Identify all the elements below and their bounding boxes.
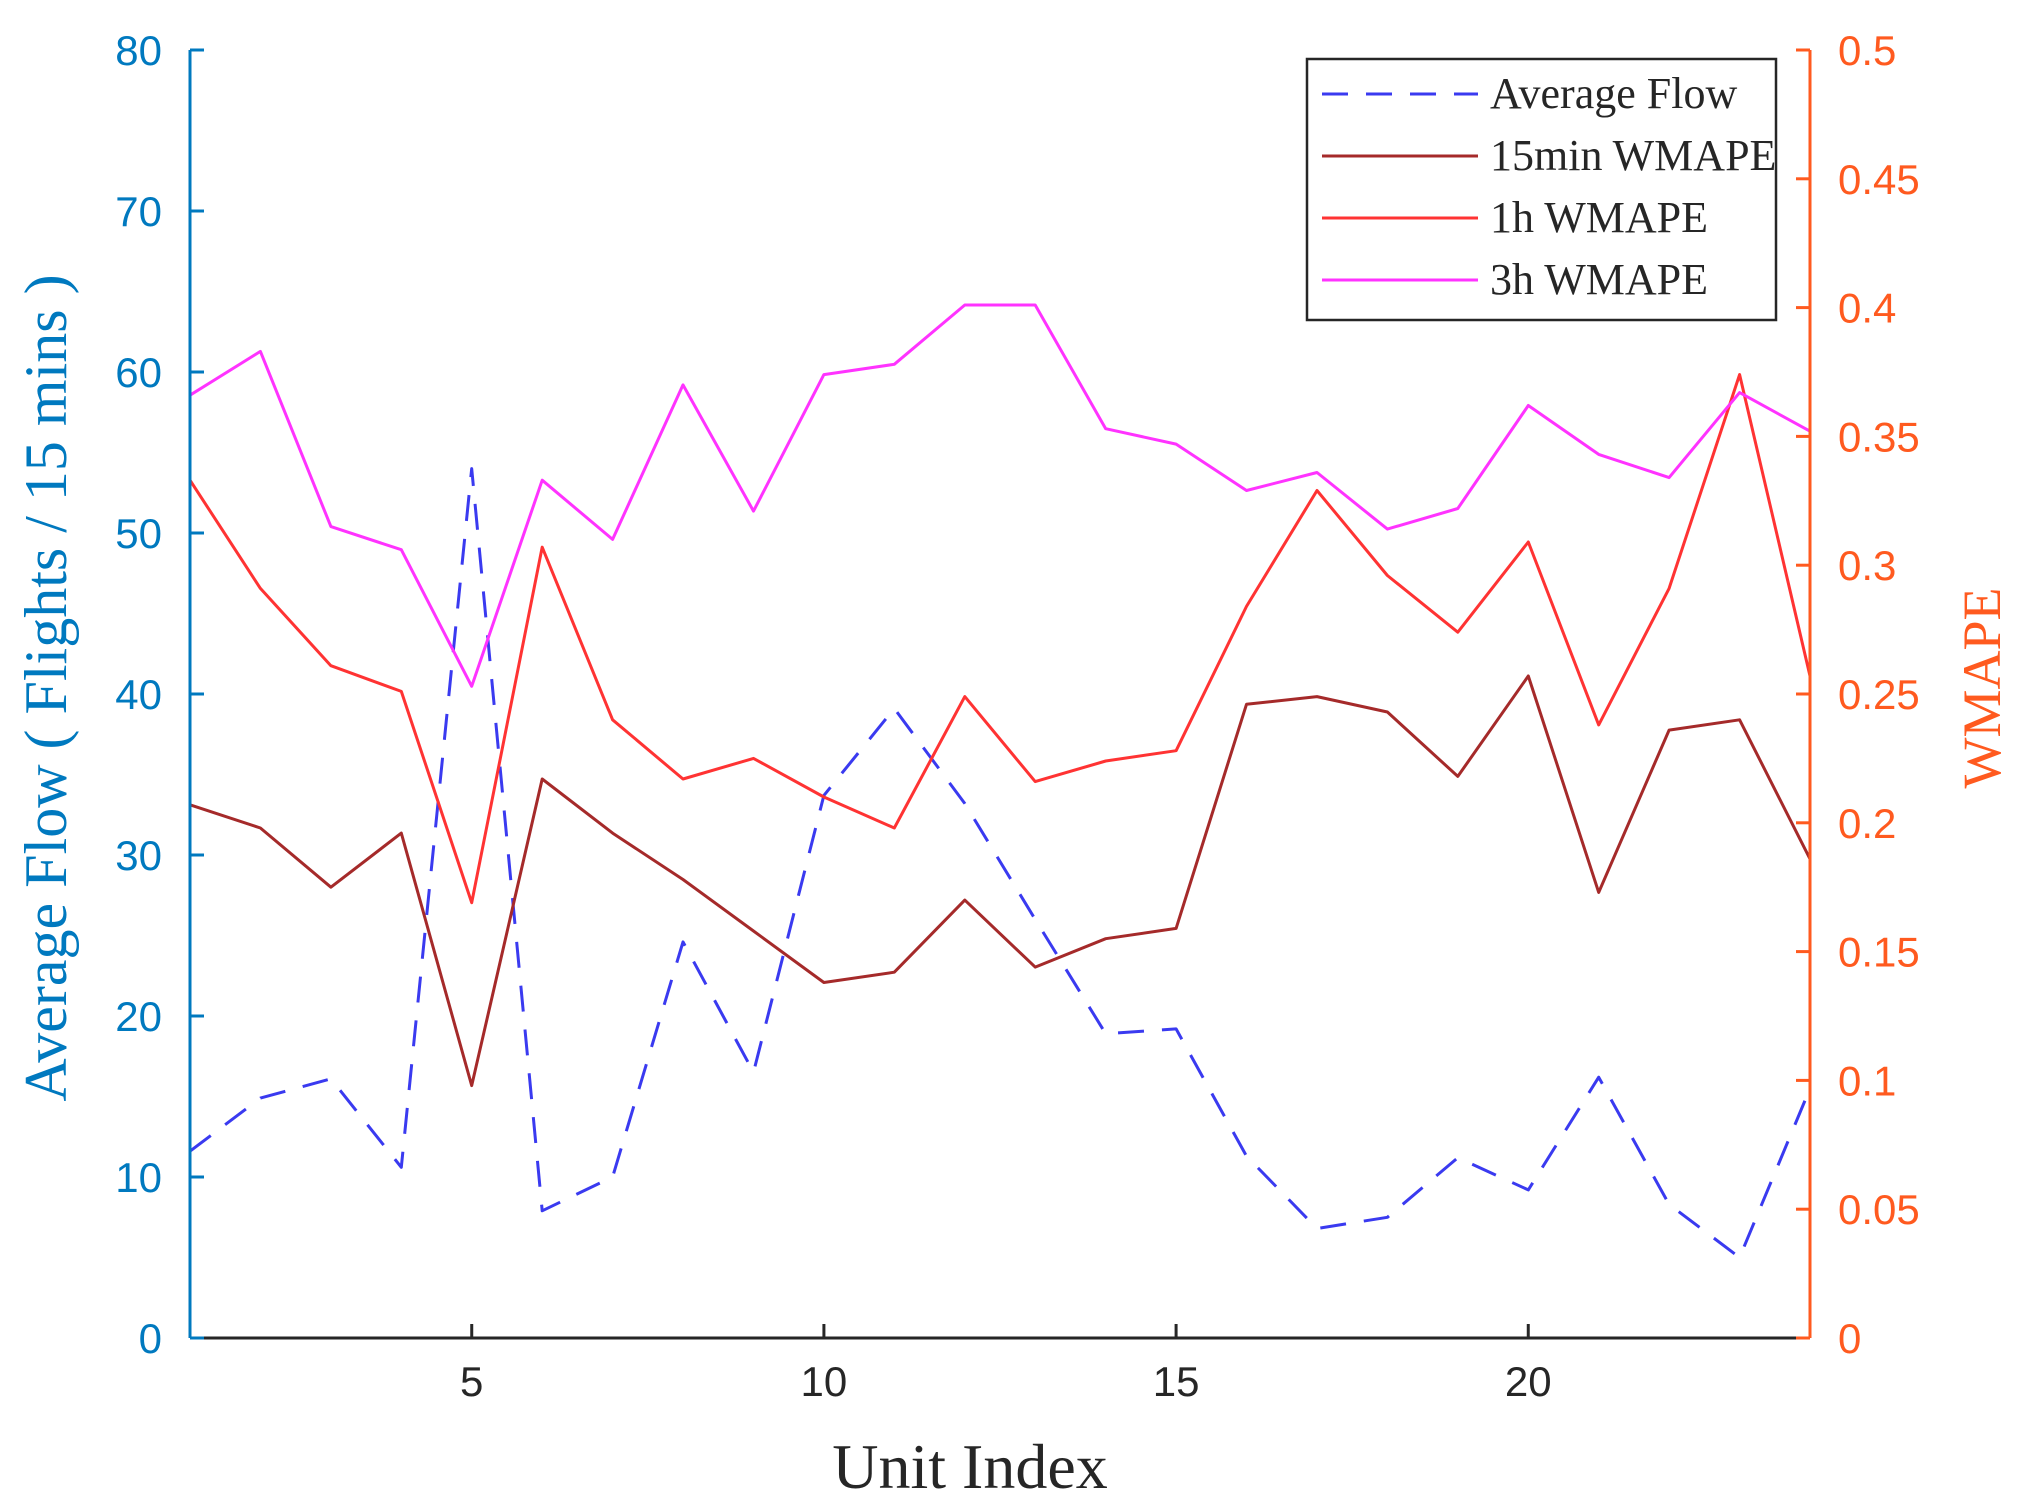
- x-axis-title: Unit Index: [832, 1431, 1108, 1502]
- series-line-average-flow: [189, 467, 1812, 1259]
- left-tick-label: 60: [115, 349, 162, 396]
- series-line-1h-wmape: [188, 373, 1812, 905]
- right-tick-label: 0.35: [1838, 413, 1920, 460]
- right-tick-label: 0: [1838, 1315, 1861, 1362]
- legend-label-1h-wmape: 1h WMAPE: [1490, 193, 1708, 242]
- right-tick-label: 0.05: [1838, 1186, 1920, 1233]
- left-tick-label: 0: [139, 1315, 162, 1362]
- right-tick-label: 0.4: [1838, 285, 1896, 332]
- left-tick-label: 80: [115, 27, 162, 74]
- left-tick-label: 30: [115, 832, 162, 879]
- left-tick-label: 20: [115, 993, 162, 1040]
- right-tick-label: 0.25: [1838, 671, 1920, 718]
- x-tick-label: 15: [1153, 1358, 1200, 1405]
- series-line-15min-wmape: [189, 674, 1812, 1088]
- right-tick-label: 0.45: [1838, 156, 1920, 203]
- right-tick-label: 0.2: [1838, 800, 1896, 847]
- left-tick-label: 70: [115, 188, 162, 235]
- legend-label-3h-wmape: 3h WMAPE: [1490, 255, 1708, 304]
- left-tick-label: 40: [115, 671, 162, 718]
- right-axis-title: WMAPE: [1952, 588, 2012, 789]
- right-tick-label: 0.5: [1838, 27, 1896, 74]
- axes: [188, 48, 1812, 1340]
- plot-area: [188, 303, 1812, 1259]
- right-tick-label: 0.3: [1838, 542, 1896, 589]
- legend-box: [1305, 57, 1778, 322]
- left-axis-title: Average Flow ( Flights / 15 mins ): [13, 274, 79, 1101]
- x-tick-label: 20: [1505, 1358, 1552, 1405]
- tick-labels: 0 10 20 30 40 50 60 70 80 0 0.05 0.1 0.15 0.2 0.25 0.3 0…: [115, 27, 1919, 1405]
- right-tick-label: 0.1: [1838, 1057, 1896, 1104]
- x-tick-label: 10: [801, 1358, 848, 1405]
- right-tick-label: 0.15: [1838, 929, 1920, 976]
- left-tick-label: 10: [115, 1154, 162, 1201]
- x-tick-label: 5: [460, 1358, 483, 1405]
- legend-label-15min-wmape: 15min WMAPE: [1490, 131, 1776, 180]
- legend-label-average-flow: Average Flow: [1490, 69, 1737, 118]
- series-line-3h-wmape: [189, 303, 1811, 688]
- legend: Average Flow 15min WMAPE 1h WMAPE 3h WMAPE: [1305, 57, 1778, 322]
- left-tick-label: 50: [115, 510, 162, 557]
